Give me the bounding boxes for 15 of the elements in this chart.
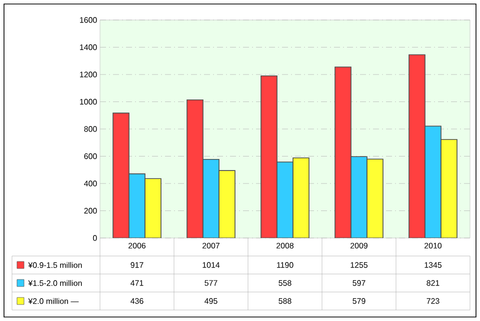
bar bbox=[292, 157, 310, 238]
bar bbox=[186, 99, 204, 238]
bar bbox=[218, 170, 236, 238]
bar bbox=[440, 139, 458, 238]
bar bbox=[424, 126, 442, 238]
bar bbox=[366, 158, 384, 238]
bar bbox=[145, 178, 162, 238]
bar bbox=[260, 75, 278, 238]
bar bbox=[202, 158, 220, 238]
bar bbox=[113, 113, 130, 238]
bar bbox=[334, 66, 352, 238]
bar bbox=[276, 162, 294, 238]
bar bbox=[350, 156, 368, 238]
bar bbox=[129, 174, 146, 238]
bar bbox=[408, 54, 426, 238]
